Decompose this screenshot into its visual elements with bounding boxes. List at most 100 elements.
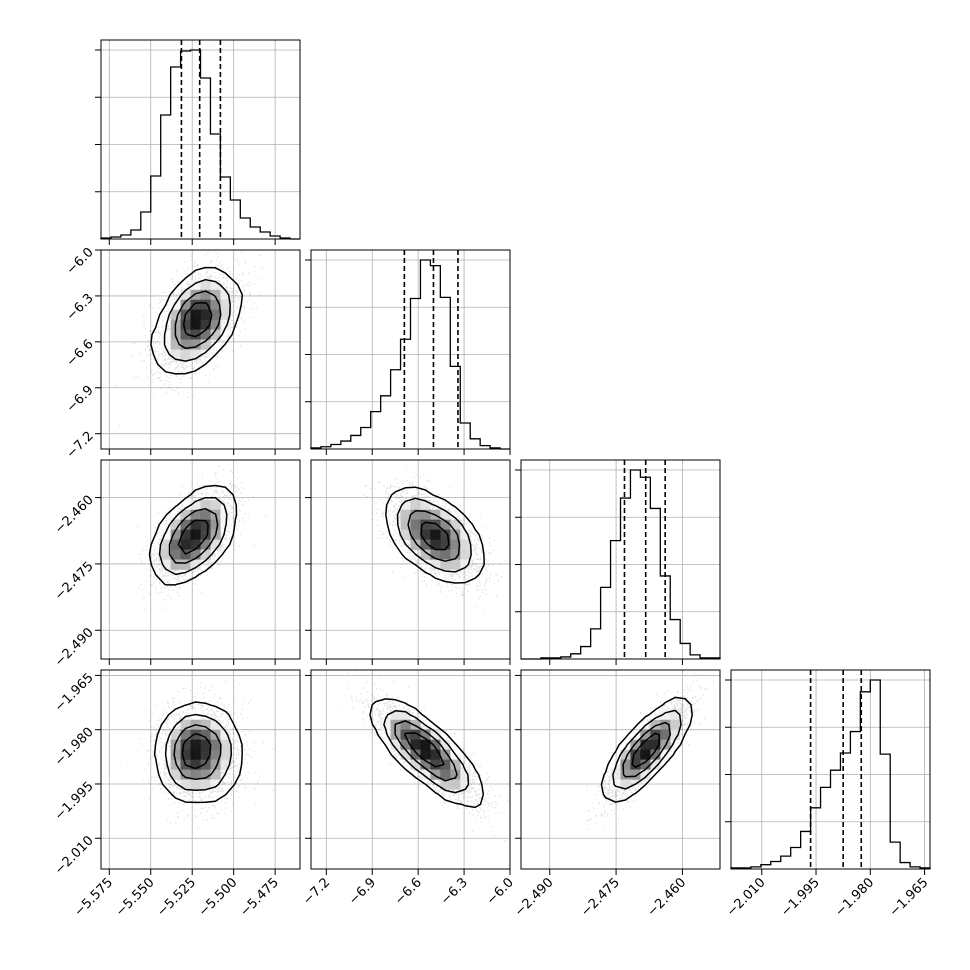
- density-bin: [420, 539, 431, 550]
- histogram-step: [730, 679, 931, 869]
- density-bin: [180, 539, 191, 550]
- x-tick-label: −2.490: [512, 875, 557, 920]
- density-bin: [160, 549, 171, 560]
- density-bin: [210, 329, 221, 340]
- contour-level-2: [407, 510, 461, 562]
- contour-level-1: [158, 496, 228, 576]
- panel-frame: [310, 249, 511, 450]
- density-bin: [450, 519, 461, 530]
- sample-points: [114, 251, 263, 426]
- density-bin: [210, 519, 221, 530]
- density-bin: [210, 749, 221, 760]
- density-bin: [660, 709, 671, 721]
- density-bin: [630, 749, 641, 760]
- density-bin: [220, 309, 231, 320]
- density-bin: [200, 779, 211, 790]
- density-bin: [620, 749, 631, 760]
- density-bin: [170, 299, 181, 310]
- x-tick-label: −2.010: [724, 875, 769, 920]
- contour-level-1: [383, 710, 470, 794]
- density-bin: [640, 729, 651, 740]
- density-bin: [190, 519, 201, 530]
- density-bin: [190, 759, 201, 770]
- density-bin: [210, 759, 221, 770]
- density-bin: [400, 519, 411, 530]
- density-bin: [620, 769, 631, 780]
- contour-level-1: [163, 278, 231, 362]
- density-bin: [420, 759, 431, 770]
- density-bin: [180, 769, 191, 780]
- histogram-panel-0: [95, 39, 301, 240]
- density-bin: [400, 749, 411, 760]
- density-bin: [400, 529, 411, 540]
- density-bin: [220, 749, 231, 760]
- x-tick-label: −6.3: [438, 875, 471, 908]
- density-bin: [200, 499, 211, 511]
- density-bin: [170, 549, 181, 560]
- density-bin: [620, 759, 631, 770]
- density-bin: [430, 729, 441, 740]
- density-bin: [210, 309, 221, 320]
- y-tick-label: −1.995: [52, 779, 97, 824]
- density-panel-2-1: [310, 459, 511, 660]
- density-bin: [390, 709, 401, 721]
- density-bin: [190, 279, 201, 291]
- density-bin: [650, 729, 661, 740]
- density-bin: [420, 739, 431, 750]
- density-bin: [410, 499, 421, 511]
- contour-level-1: [164, 713, 233, 792]
- density-bin: [170, 559, 181, 570]
- density-bin: [410, 539, 421, 550]
- density-bin: [630, 759, 641, 770]
- density-bin: [220, 759, 231, 770]
- y-tick-label: −7.2: [64, 429, 97, 462]
- density-bin: [190, 749, 201, 760]
- density-bin: [410, 739, 421, 750]
- contour-level-2: [173, 724, 222, 781]
- density-bin: [630, 739, 641, 750]
- density-bin: [220, 739, 231, 750]
- density-bin: [200, 299, 211, 310]
- density-bin: [440, 509, 451, 520]
- x-tick-label: −5.525: [154, 875, 199, 920]
- density-bin: [670, 729, 681, 740]
- contour-level-3: [631, 732, 660, 769]
- density-bin: [200, 529, 211, 540]
- density-bin: [190, 529, 201, 540]
- density-bin: [410, 509, 421, 520]
- density-bin: [460, 539, 471, 550]
- panel-frame: [310, 669, 511, 870]
- density-bin: [200, 719, 211, 730]
- density-bin: [430, 519, 441, 530]
- density-bin: [420, 509, 431, 520]
- density-bin: [190, 739, 201, 750]
- density-bin: [180, 289, 191, 301]
- density-bin: [190, 299, 201, 310]
- x-tick-label: −6.9: [346, 875, 379, 908]
- density-bin: [610, 779, 621, 790]
- density-bin: [430, 529, 441, 540]
- density-bin: [450, 559, 461, 570]
- x-tick-label: −6.6: [392, 875, 425, 908]
- x-tick-label: −5.475: [237, 875, 282, 920]
- y-tick-label: −2.460: [52, 493, 97, 538]
- density-bin: [400, 709, 411, 721]
- density-bin: [630, 769, 641, 780]
- histogram-step: [310, 259, 510, 450]
- density-bin: [430, 749, 441, 760]
- density-panel-2-0: [100, 459, 301, 660]
- density-bin: [430, 539, 441, 550]
- x-tick-label: −5.575: [71, 875, 116, 920]
- y-tick-label: −6.3: [64, 291, 97, 324]
- panel-frame: [730, 669, 931, 870]
- density-bin: [220, 509, 231, 520]
- contour-level-0: [385, 486, 485, 584]
- density-bin: [190, 549, 201, 560]
- density-bin: [170, 749, 181, 760]
- histogram-panel-2: [515, 459, 721, 660]
- density-bin: [210, 319, 221, 330]
- panel-frame: [520, 669, 721, 870]
- density-bin: [420, 749, 431, 760]
- density-bin: [200, 739, 211, 750]
- density-bin: [170, 529, 181, 540]
